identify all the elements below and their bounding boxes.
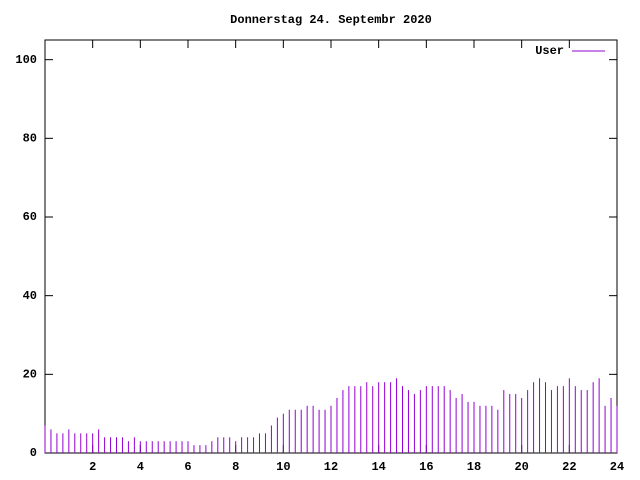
x-tick-label: 20 bbox=[514, 460, 528, 474]
x-tick-label: 24 bbox=[610, 460, 624, 474]
y-tick-label: 0 bbox=[30, 446, 37, 460]
y-tick-label: 80 bbox=[23, 132, 37, 146]
x-tick-label: 14 bbox=[371, 460, 385, 474]
plot-frame bbox=[44, 39, 618, 454]
chart-title: Donnerstag 24. Septembr 2020 bbox=[230, 13, 432, 27]
x-tick-label: 18 bbox=[467, 460, 481, 474]
x-tick-label: 4 bbox=[137, 460, 144, 474]
x-tick-label: 10 bbox=[276, 460, 290, 474]
y-tick-label: 40 bbox=[23, 289, 37, 303]
x-tick-label: 8 bbox=[232, 460, 239, 474]
y-tick-label: 100 bbox=[15, 53, 37, 67]
y-tick-label: 60 bbox=[23, 210, 37, 224]
x-tick-label: 16 bbox=[419, 460, 433, 474]
y-tick-label: 20 bbox=[23, 368, 37, 382]
legend-label: User bbox=[535, 44, 564, 58]
x-tick-label: 2 bbox=[89, 460, 96, 474]
x-tick-label: 12 bbox=[324, 460, 338, 474]
x-tick-label: 6 bbox=[184, 460, 191, 474]
x-tick-label: 22 bbox=[562, 460, 576, 474]
